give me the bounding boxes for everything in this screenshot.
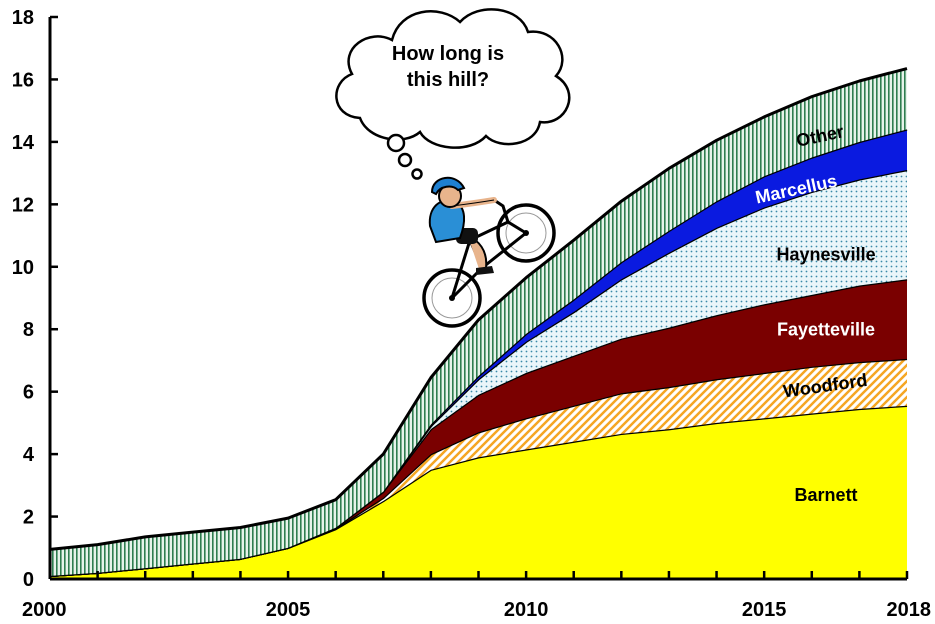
y-tick-label-10: 10: [12, 257, 34, 279]
cyclist-illustration: [422, 177, 556, 328]
x-tick-label-2005: 2005: [266, 599, 311, 621]
thought-dot-small: [411, 168, 423, 180]
thought-cloud: [335, 8, 571, 149]
x-tick-label-2000: 2000: [22, 599, 67, 621]
thought-bubble: How long is this hill?: [335, 8, 571, 180]
area-fayetteville: [50, 279, 907, 576]
label-barnett: Barnett: [795, 485, 858, 505]
helmet-icon: [430, 177, 466, 196]
series-areas: [49, 67, 908, 579]
x-tick-label-2015: 2015: [742, 599, 787, 621]
area-barnett: [50, 405, 907, 579]
thought-text-line-2: this hill?: [407, 69, 489, 91]
thought-dot-large: [386, 133, 406, 153]
y-tick-label-6: 6: [23, 382, 34, 404]
x-tick-label-2018: 2018: [887, 599, 932, 621]
x-tick-label-2010: 2010: [504, 599, 549, 621]
area-marcellus: [50, 129, 907, 576]
area-haynesville: [50, 169, 907, 576]
y-tick-label-16: 16: [12, 69, 34, 91]
thought-text-line-1: How long is: [392, 43, 504, 65]
thought-dot-medium: [397, 152, 413, 168]
label-fayetteville: Fayetteville: [777, 319, 875, 339]
y-tick-label-8: 8: [23, 319, 34, 341]
y-tick-label-14: 14: [12, 132, 35, 154]
area-woodford: [50, 358, 907, 576]
y-tick-label-12: 12: [12, 194, 34, 216]
y-tick-label-18: 18: [12, 7, 34, 29]
y-tick-label-4: 4: [23, 444, 35, 466]
boundary-other: [49, 67, 908, 551]
label-haynesville: Haynesville: [777, 245, 876, 265]
y-tick-label-2: 2: [23, 507, 34, 529]
rider-shoe: [476, 266, 494, 275]
rider: [428, 177, 497, 275]
axes: 0 2 4 6 8 10 12 14 16 18 2000 2005 2010 2015 2018: [12, 7, 931, 621]
y-tick-label-0: 0: [23, 569, 34, 591]
